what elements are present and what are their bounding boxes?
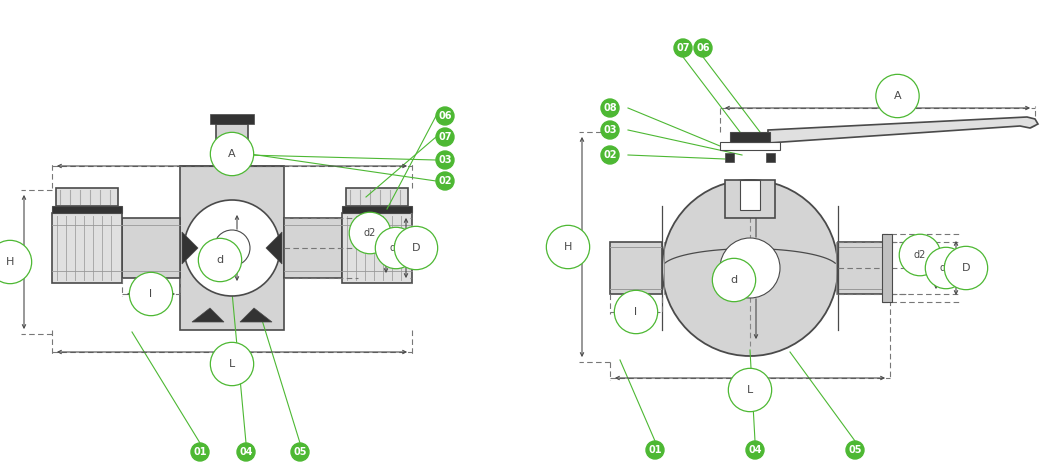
Polygon shape — [768, 117, 1038, 143]
Text: 08: 08 — [603, 103, 617, 113]
Text: 04: 04 — [239, 447, 253, 457]
Polygon shape — [182, 232, 198, 264]
Text: 06: 06 — [696, 43, 710, 53]
Text: L: L — [747, 385, 753, 395]
Circle shape — [646, 441, 664, 459]
Text: 04: 04 — [748, 445, 762, 455]
Polygon shape — [191, 308, 224, 322]
Circle shape — [184, 200, 280, 296]
Text: 02: 02 — [603, 150, 617, 160]
Text: 02: 02 — [438, 176, 452, 186]
Polygon shape — [240, 308, 272, 322]
Text: 07: 07 — [676, 43, 690, 53]
Circle shape — [846, 441, 864, 459]
Text: d2: d2 — [914, 250, 926, 260]
Bar — [610, 242, 662, 294]
Bar — [284, 218, 342, 278]
Text: A: A — [229, 149, 236, 159]
Bar — [243, 150, 250, 158]
Bar — [346, 188, 408, 206]
Bar — [209, 114, 254, 124]
Bar — [766, 153, 776, 162]
Text: 03: 03 — [438, 155, 452, 165]
Text: D: D — [412, 243, 420, 253]
Circle shape — [291, 443, 309, 461]
Circle shape — [436, 107, 454, 125]
Circle shape — [601, 99, 619, 117]
Text: d: d — [730, 275, 737, 285]
Bar — [52, 213, 122, 283]
Bar — [838, 242, 890, 294]
Text: H: H — [564, 242, 572, 252]
Circle shape — [436, 172, 454, 190]
Circle shape — [601, 146, 619, 164]
Text: l: l — [149, 289, 152, 299]
Text: 05: 05 — [293, 447, 307, 457]
Bar — [214, 150, 221, 158]
Bar — [725, 180, 776, 218]
Circle shape — [237, 443, 255, 461]
Text: L: L — [229, 359, 235, 369]
Circle shape — [720, 238, 780, 298]
Bar — [342, 213, 412, 283]
Circle shape — [214, 230, 250, 266]
Bar — [216, 124, 248, 166]
Polygon shape — [266, 232, 282, 264]
Text: d1: d1 — [390, 243, 402, 253]
Bar — [342, 206, 412, 213]
Bar — [730, 132, 770, 142]
Circle shape — [694, 39, 712, 57]
Text: A: A — [894, 91, 901, 101]
Circle shape — [601, 121, 619, 139]
Circle shape — [436, 151, 454, 169]
Text: l: l — [635, 307, 638, 317]
Bar — [882, 234, 892, 302]
Bar — [740, 180, 760, 210]
Bar — [52, 206, 122, 213]
Text: 05: 05 — [849, 445, 862, 455]
Text: d1: d1 — [940, 263, 952, 273]
Bar — [725, 153, 734, 162]
Bar — [180, 166, 284, 330]
Circle shape — [662, 180, 838, 356]
Bar — [56, 188, 118, 206]
Text: D: D — [962, 263, 970, 273]
Circle shape — [674, 39, 692, 57]
Text: d2: d2 — [364, 228, 377, 238]
Text: 01: 01 — [649, 445, 661, 455]
Circle shape — [191, 443, 209, 461]
Circle shape — [746, 441, 764, 459]
Circle shape — [436, 128, 454, 146]
Text: H: H — [5, 257, 14, 267]
Text: 06: 06 — [438, 111, 452, 121]
Bar — [122, 218, 180, 278]
Text: 03: 03 — [603, 125, 617, 135]
Text: 01: 01 — [194, 447, 206, 457]
Text: d: d — [217, 255, 223, 265]
Text: 07: 07 — [438, 132, 452, 142]
Bar — [720, 142, 780, 150]
